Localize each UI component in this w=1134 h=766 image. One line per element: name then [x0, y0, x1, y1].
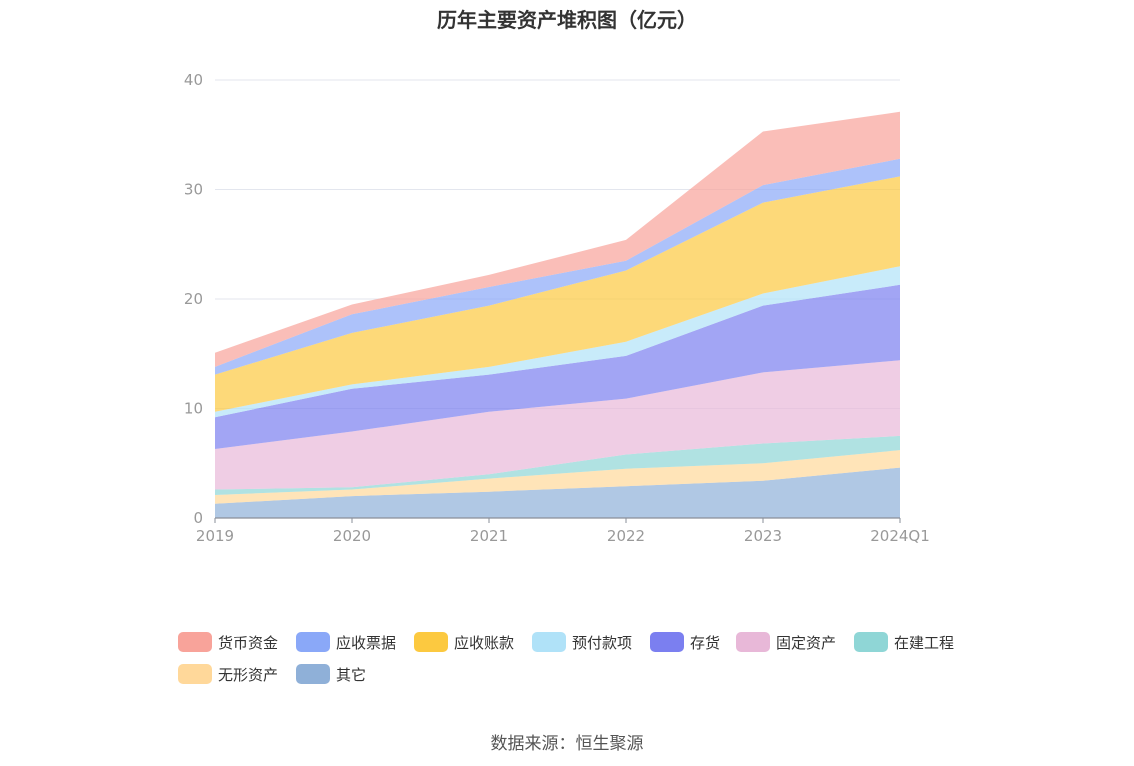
- x-tick-label: 2021: [470, 527, 508, 545]
- legend-label: 应收票据: [336, 633, 397, 652]
- area-series-在建工程: [215, 435, 900, 495]
- area-series-固定资产: [215, 360, 900, 490]
- legend-swatch: [650, 632, 684, 652]
- legend-item[interactable]: 预付款项: [532, 630, 632, 654]
- legend-label: 固定资产: [776, 633, 837, 652]
- legend-swatch: [178, 664, 212, 684]
- y-tick-label: 10: [184, 400, 203, 418]
- area-series-应收账款: [215, 176, 900, 412]
- y-tick-label: 0: [193, 509, 203, 527]
- legend-swatch: [854, 632, 888, 652]
- chart-title: 历年主要资产堆积图（亿元）: [437, 8, 697, 32]
- legend-swatch: [736, 632, 770, 652]
- y-tick-label: 20: [184, 290, 203, 308]
- legend-item[interactable]: 固定资产: [736, 630, 836, 654]
- legend-item[interactable]: 应收票据: [296, 630, 396, 654]
- area-series-其它: [215, 467, 900, 518]
- legend-label: 应收账款: [454, 633, 515, 652]
- legend-swatch: [296, 664, 330, 684]
- data-source-note: 数据来源：恒生聚源: [490, 734, 644, 754]
- legend-label: 其它: [336, 665, 367, 684]
- x-tick-label: 2022: [607, 527, 645, 545]
- legend-item[interactable]: 货币资金: [178, 630, 278, 654]
- legend-item[interactable]: 其它: [296, 662, 366, 686]
- area-series-预付款项: [215, 266, 900, 418]
- area-series-存货: [215, 284, 900, 449]
- legend-label: 在建工程: [894, 633, 955, 652]
- x-tick-label: 2020: [333, 527, 371, 545]
- area-series-货币资金: [215, 111, 900, 367]
- legend-item[interactable]: 存货: [650, 630, 720, 654]
- legend-label: 预付款项: [572, 633, 633, 652]
- legend-item[interactable]: 无形资产: [178, 662, 278, 686]
- x-tick-label: 2024Q1: [870, 527, 930, 545]
- y-tick-label: 30: [184, 181, 203, 199]
- area-series-应收票据: [215, 158, 900, 375]
- legend-label: 存货: [690, 633, 721, 652]
- x-tick-label: 2023: [744, 527, 782, 545]
- legend-swatch: [296, 632, 330, 652]
- legend-swatch: [178, 632, 212, 652]
- legend-item[interactable]: 应收账款: [414, 630, 514, 654]
- legend-label: 货币资金: [218, 633, 279, 652]
- legend-swatch: [532, 632, 566, 652]
- legend-swatch: [414, 632, 448, 652]
- legend-item[interactable]: 在建工程: [854, 630, 954, 654]
- legend-label: 无形资产: [218, 665, 279, 684]
- area-series-无形资产: [215, 450, 900, 504]
- y-tick-label: 40: [184, 71, 203, 89]
- x-tick-label: 2019: [196, 527, 234, 545]
